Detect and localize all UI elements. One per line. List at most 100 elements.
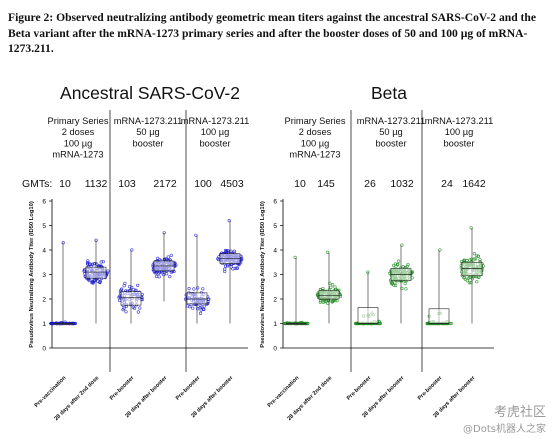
data-point — [136, 283, 140, 288]
x-category-label: Pre-vaccination — [267, 375, 301, 409]
data-point — [318, 300, 322, 304]
gmt-value: 10 — [59, 178, 71, 190]
data-point — [329, 285, 333, 290]
x-category-label: Pre-booster — [417, 375, 444, 402]
x-category-label: Pre-booster — [109, 375, 136, 402]
data-point — [390, 281, 394, 286]
group-header-line: 50 µg — [379, 127, 402, 137]
data-point — [462, 258, 466, 262]
data-point — [90, 281, 94, 285]
group-header-line: mRNA-1273 — [289, 150, 340, 160]
data-point — [477, 275, 481, 280]
gmt-value: 26 — [364, 178, 376, 190]
data-point — [235, 266, 239, 270]
data-point — [160, 271, 164, 275]
panel-title: Ancestral SARS-CoV-2 — [60, 83, 240, 103]
box-iqr — [85, 266, 107, 279]
group-header-line: booster — [199, 138, 230, 148]
data-point — [328, 281, 332, 285]
box-iqr — [461, 261, 483, 277]
data-point — [196, 286, 200, 290]
y-tick-label: 3 — [42, 272, 46, 279]
box-iqr — [186, 292, 208, 305]
data-point — [470, 277, 475, 281]
group-header-line: mRNA-1273.211 — [425, 116, 494, 126]
gmt-label: GMTs: — [22, 178, 52, 190]
data-point — [475, 254, 479, 258]
data-point — [469, 257, 474, 261]
data-point — [101, 260, 105, 264]
data-point — [86, 261, 90, 265]
data-point — [49, 321, 53, 326]
data-point — [154, 271, 158, 275]
data-point — [330, 300, 334, 304]
data-point — [86, 259, 90, 263]
data-point — [232, 249, 236, 253]
data-point — [191, 306, 195, 310]
gmt-value: 1642 — [462, 178, 486, 190]
gmt-value: 4503 — [220, 178, 244, 190]
y-tick-label: 5 — [273, 223, 277, 230]
data-point — [138, 306, 142, 310]
y-tick-label: 6 — [273, 199, 277, 206]
data-point — [156, 256, 160, 261]
box-iqr — [428, 308, 450, 324]
data-point — [392, 283, 396, 287]
group-header-line: 2 doses — [62, 127, 95, 137]
gmt-value: 1032 — [390, 178, 414, 190]
watermark-line1: 考虎社区 — [493, 405, 546, 420]
data-point — [335, 299, 339, 303]
data-point — [438, 248, 442, 252]
data-point — [153, 271, 157, 275]
data-point — [404, 287, 408, 291]
data-point — [82, 269, 86, 273]
group-header-line: mRNA-1273.211 — [114, 116, 183, 126]
data-point — [325, 250, 330, 254]
data-point — [467, 276, 471, 280]
y-tick-label: 4 — [42, 248, 46, 255]
data-point — [202, 304, 206, 308]
data-point — [227, 219, 231, 223]
watermark: 考虎社区 @Dots机器人之家 — [463, 401, 546, 435]
gmt-value: 10 — [294, 178, 306, 190]
data-point — [401, 265, 405, 269]
gmt-value: 2172 — [153, 178, 177, 190]
group-header-line: Primary Series — [285, 116, 346, 126]
y-tick-label: 5 — [42, 223, 46, 230]
y-tick-label: 2 — [273, 297, 277, 304]
gmt-value: 103 — [118, 178, 136, 190]
data-point — [462, 276, 466, 280]
group-header-line: 100 µg — [445, 127, 474, 137]
data-point — [231, 267, 235, 271]
gmt-value: 1132 — [85, 178, 108, 190]
data-point — [124, 310, 128, 314]
data-point — [196, 307, 200, 311]
data-point — [469, 226, 473, 230]
data-point — [224, 264, 228, 268]
gmt-value: 145 — [317, 178, 335, 190]
panel-title: Beta — [371, 83, 407, 103]
data-point — [199, 308, 203, 312]
data-point — [472, 257, 476, 261]
data-point — [397, 259, 401, 263]
data-point — [96, 279, 100, 283]
data-point — [133, 306, 137, 310]
box-iqr — [318, 290, 340, 300]
data-point — [198, 311, 203, 316]
data-point — [331, 283, 335, 287]
group-header-line: 100 µg — [64, 138, 93, 148]
data-point — [95, 262, 99, 266]
y-tick-label: 0 — [273, 346, 277, 353]
group-header-line: 2 doses — [299, 127, 332, 137]
data-point — [117, 298, 122, 303]
data-point — [88, 262, 92, 267]
group-header-line: mRNA-1273.211 — [357, 116, 426, 126]
data-point — [99, 260, 103, 264]
box-iqr — [357, 307, 379, 324]
data-point — [293, 255, 297, 260]
data-point — [478, 258, 482, 262]
y-axis-label: Pseudovirus Neutralizing Antibody Titer … — [260, 201, 266, 348]
data-point — [476, 254, 480, 258]
group-header-line: 100 µg — [201, 127, 230, 137]
data-point — [168, 275, 172, 279]
